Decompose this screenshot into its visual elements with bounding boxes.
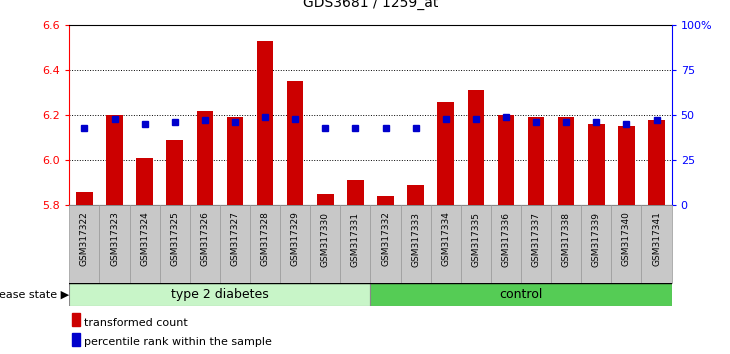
Text: GSM317334: GSM317334 xyxy=(441,212,450,267)
Text: GSM317331: GSM317331 xyxy=(351,212,360,267)
Bar xyxy=(431,205,461,283)
Bar xyxy=(220,205,250,283)
Bar xyxy=(498,115,514,205)
Text: GSM317332: GSM317332 xyxy=(381,212,390,267)
Text: control: control xyxy=(499,288,542,301)
Bar xyxy=(491,205,521,283)
Bar xyxy=(317,194,334,205)
Bar xyxy=(347,181,364,205)
Bar xyxy=(196,110,213,205)
Text: type 2 diabetes: type 2 diabetes xyxy=(171,288,269,301)
Bar xyxy=(521,205,551,283)
Bar xyxy=(371,205,401,283)
Text: GSM317339: GSM317339 xyxy=(592,212,601,267)
Bar xyxy=(99,205,130,283)
Bar xyxy=(618,126,634,205)
Bar xyxy=(437,102,454,205)
Bar xyxy=(137,158,153,205)
Bar xyxy=(648,120,665,205)
Bar xyxy=(227,117,243,205)
Bar xyxy=(280,205,310,283)
Text: GSM317327: GSM317327 xyxy=(231,212,239,267)
Bar xyxy=(257,41,273,205)
Text: GSM317324: GSM317324 xyxy=(140,212,149,266)
Bar xyxy=(468,90,484,205)
Bar xyxy=(377,196,393,205)
Bar xyxy=(612,205,642,283)
Bar xyxy=(371,283,672,306)
Bar xyxy=(642,205,672,283)
Text: GSM317323: GSM317323 xyxy=(110,212,119,267)
Bar xyxy=(581,205,612,283)
Bar xyxy=(528,117,545,205)
Bar xyxy=(69,205,99,283)
Text: GSM317326: GSM317326 xyxy=(200,212,210,267)
Text: GSM317322: GSM317322 xyxy=(80,212,89,266)
Bar xyxy=(287,81,304,205)
Bar xyxy=(461,205,491,283)
Text: GSM317333: GSM317333 xyxy=(411,212,420,267)
Bar xyxy=(407,185,424,205)
Bar xyxy=(72,333,80,346)
Bar xyxy=(130,205,160,283)
Text: GSM317340: GSM317340 xyxy=(622,212,631,267)
Bar xyxy=(76,192,93,205)
Bar xyxy=(558,117,575,205)
Bar xyxy=(340,205,371,283)
Bar xyxy=(401,205,431,283)
Bar xyxy=(72,313,80,326)
Text: GSM317336: GSM317336 xyxy=(502,212,510,267)
Text: GSM317335: GSM317335 xyxy=(472,212,480,267)
Text: GSM317329: GSM317329 xyxy=(291,212,300,267)
Text: GSM317337: GSM317337 xyxy=(531,212,541,267)
Bar xyxy=(190,205,220,283)
Text: GDS3681 / 1259_at: GDS3681 / 1259_at xyxy=(303,0,438,10)
Text: transformed count: transformed count xyxy=(85,318,188,328)
Text: GSM317325: GSM317325 xyxy=(170,212,180,267)
Text: GSM317341: GSM317341 xyxy=(652,212,661,267)
Bar xyxy=(250,205,280,283)
Bar xyxy=(166,140,183,205)
Text: GSM317338: GSM317338 xyxy=(561,212,571,267)
Text: disease state ▶: disease state ▶ xyxy=(0,290,69,300)
Bar xyxy=(588,124,604,205)
Text: percentile rank within the sample: percentile rank within the sample xyxy=(85,337,272,347)
Text: GSM317330: GSM317330 xyxy=(320,212,330,267)
Bar xyxy=(310,205,340,283)
Text: GSM317328: GSM317328 xyxy=(261,212,269,267)
Bar xyxy=(160,205,190,283)
Bar xyxy=(69,283,371,306)
Bar xyxy=(107,115,123,205)
Bar xyxy=(551,205,581,283)
